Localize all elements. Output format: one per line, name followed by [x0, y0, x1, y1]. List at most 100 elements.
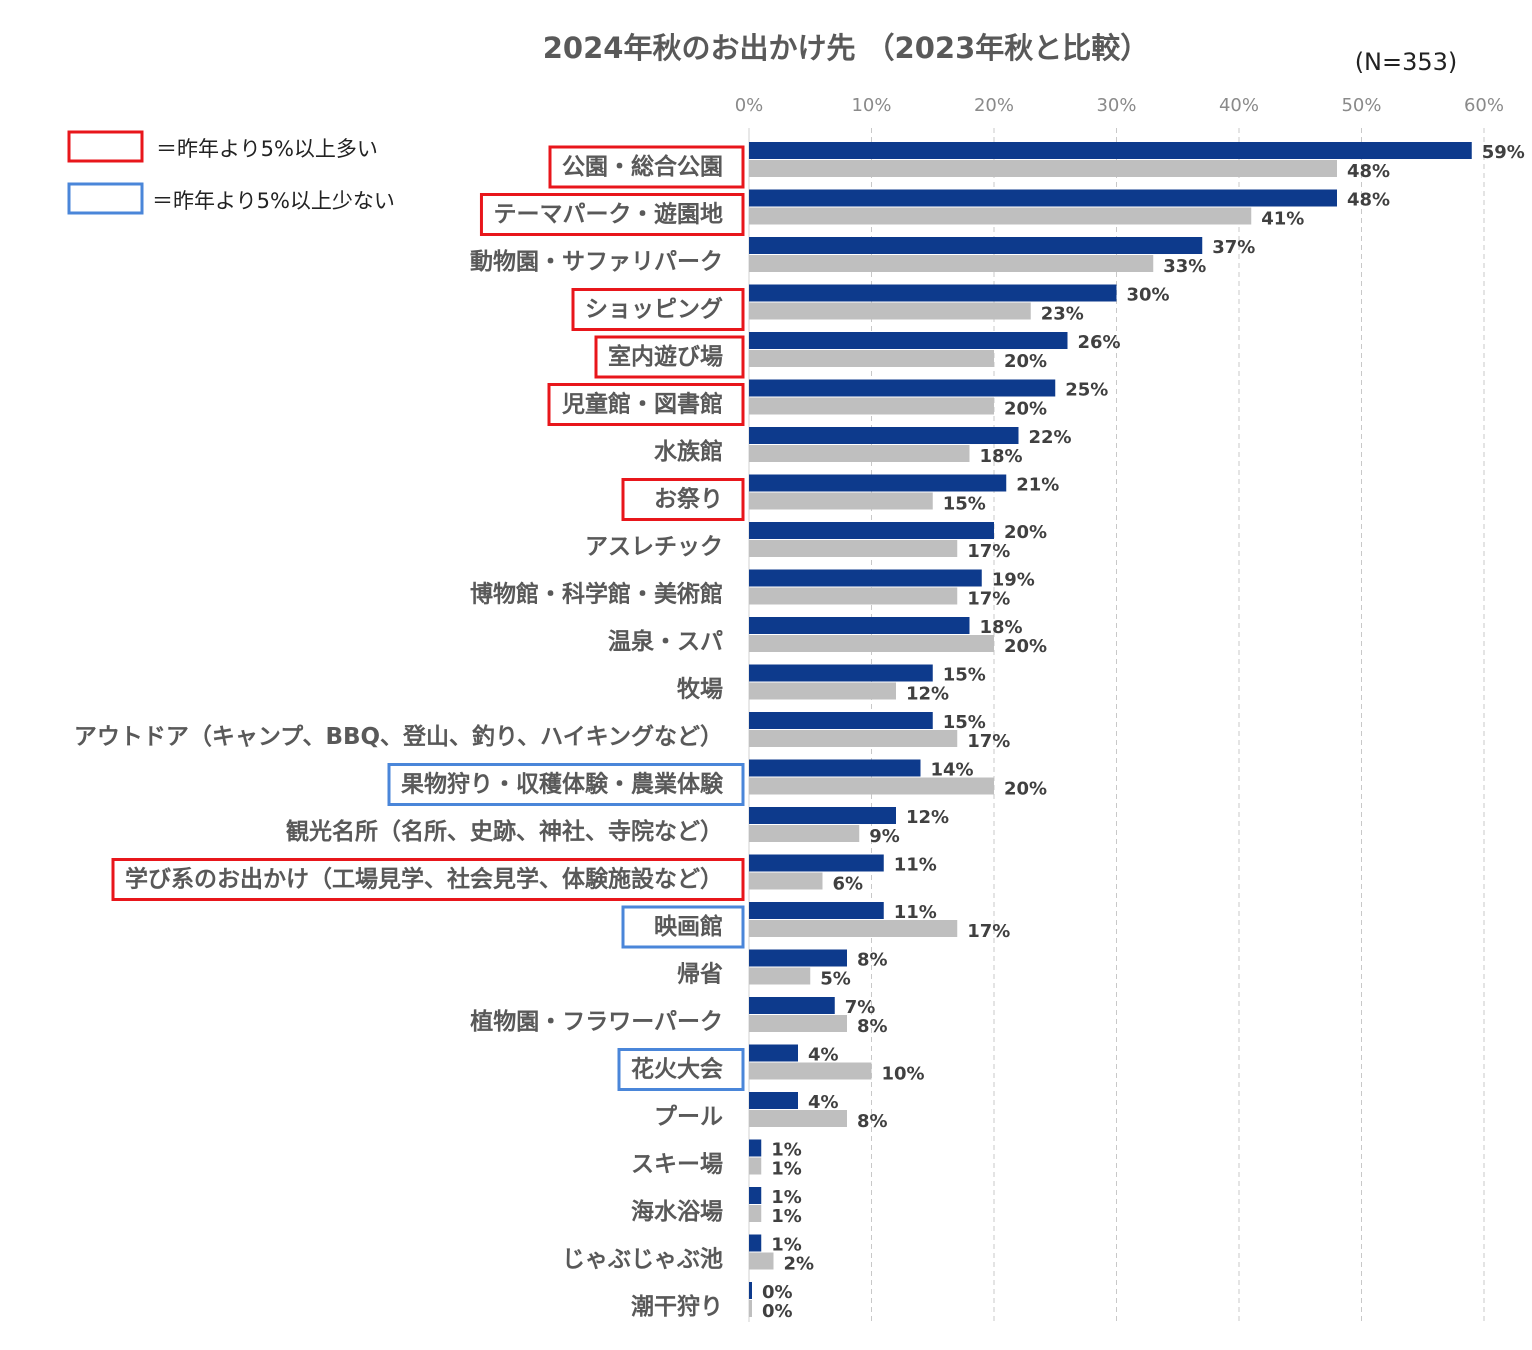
- value-label-2024: 26%: [1078, 332, 1121, 353]
- bar-2023: [749, 160, 1337, 177]
- value-label-2023: 23%: [1041, 304, 1084, 325]
- bar-2023: [749, 255, 1154, 272]
- legend-down-label: ＝昨年より5%以上少ない: [152, 189, 395, 213]
- value-label-2023: 10%: [882, 1064, 925, 1085]
- bar-2024: [749, 759, 921, 777]
- value-label-2023: 20%: [1004, 399, 1047, 420]
- bar-2023: [749, 682, 896, 700]
- value-label-2023: 0%: [762, 1301, 793, 1322]
- category-label: 花火大会: [631, 1056, 723, 1083]
- bar-2024: [749, 997, 835, 1014]
- bar-2023: [749, 1015, 847, 1032]
- category-label: 博物館・科学館・美術館: [470, 581, 723, 608]
- bar-2024: [749, 712, 933, 729]
- value-label-2024: 48%: [1347, 190, 1390, 211]
- category-label: 牧場: [677, 676, 723, 703]
- value-label-2023: 20%: [1004, 779, 1047, 800]
- bar-2023: [749, 635, 994, 652]
- value-label-2023: 8%: [857, 1016, 888, 1037]
- value-label-2024: 37%: [1212, 237, 1255, 258]
- bar-2024: [749, 807, 896, 824]
- value-label-2024: 14%: [931, 760, 974, 781]
- value-label-2024: 4%: [808, 1092, 839, 1113]
- bars: 59% 48% 48% 41% 37% 33% 30% 23% 26% 20% 25% 20% 22% 1…: [749, 142, 1525, 1322]
- bar-2024: [749, 569, 982, 587]
- bar-2023: [749, 350, 994, 367]
- value-label-2023: 17%: [967, 589, 1010, 610]
- category-label: プール: [654, 1104, 723, 1130]
- value-label-2023: 41%: [1261, 209, 1304, 230]
- value-label-2023: 8%: [857, 1111, 888, 1132]
- bar-2023: [749, 730, 958, 747]
- tick-label: 10%: [851, 95, 891, 116]
- bar-2024: [749, 237, 1203, 254]
- bar-2024: [749, 332, 1068, 349]
- tick-label: 60%: [1464, 95, 1504, 116]
- bar-2023: [749, 207, 1252, 225]
- value-label-2024: 12%: [906, 807, 949, 828]
- bar-2023: [749, 777, 994, 795]
- value-label-2024: 4%: [808, 1045, 839, 1066]
- category-label: 児童館・図書館: [561, 391, 723, 418]
- category-label: 水族館: [654, 438, 723, 465]
- bar-2024: [749, 1234, 762, 1252]
- value-label-2023: 1%: [771, 1206, 802, 1227]
- bar-2023: [749, 872, 823, 890]
- highlight-box: [547, 383, 745, 426]
- bar-2024: [749, 949, 847, 967]
- bar-2023: [749, 302, 1031, 320]
- category-label: 帰省: [677, 962, 723, 988]
- value-label-2024: 59%: [1482, 142, 1525, 163]
- bar-2023: [749, 967, 811, 985]
- tick-label: 0%: [735, 95, 764, 116]
- highlight-box: [479, 193, 745, 236]
- category-label: 映画館: [654, 913, 723, 940]
- bar-2023: [749, 1157, 762, 1175]
- bar-2023: [749, 587, 958, 605]
- category-label: アスレチック: [585, 534, 723, 560]
- category-label: お祭り: [654, 486, 723, 513]
- bar-2023: [749, 1062, 872, 1080]
- category-label: アウトドア（キャンプ、BBQ、登山、釣り、ハイキングなど）: [74, 723, 723, 750]
- category-label: スキー場: [631, 1152, 723, 1178]
- category-labels: 公園・総合公園テーマパーク・遊園地動物園・サファリパークショッピング室内遊び場児…: [74, 145, 745, 1320]
- bar-2023: [749, 1300, 752, 1317]
- bar-2024: [749, 379, 1056, 397]
- value-label-2023: 17%: [967, 731, 1010, 752]
- bar-2023: [749, 920, 958, 937]
- x-axis-ticks: 0% 10% 20% 30% 40% 50% 60%: [735, 95, 1504, 116]
- category-label: 果物狩り・収穫体験・農業体験: [401, 771, 724, 798]
- value-label-2024: 15%: [943, 712, 986, 733]
- chart-title: 2024年秋のお出かけ先 （2023年秋と比較）: [543, 31, 1150, 65]
- tick-label: 50%: [1341, 95, 1381, 116]
- category-label: 観光名所（名所、史跡、神社、寺院など）: [286, 818, 723, 845]
- value-label-2023: 12%: [906, 684, 949, 705]
- bar-2023: [749, 1110, 847, 1127]
- value-label-2024: 20%: [1004, 522, 1047, 543]
- bar-2023: [749, 492, 933, 510]
- bar-2023: [749, 1252, 774, 1270]
- category-label: 室内遊び場: [608, 343, 723, 370]
- category-label: 海水浴場: [631, 1198, 723, 1225]
- bar-2024: [749, 474, 1007, 492]
- bar-2023: [749, 1205, 762, 1222]
- highlight-box: [571, 288, 745, 331]
- legend-up-swatch: [67, 130, 144, 163]
- category-label: 温泉・スパ: [608, 628, 723, 655]
- bar-2024: [749, 427, 1019, 444]
- bar-2023: [749, 445, 970, 462]
- bar-2024: [749, 284, 1117, 302]
- bar-2024: [749, 1092, 798, 1109]
- bar-2024: [749, 1044, 798, 1062]
- value-label-2023: 6%: [833, 874, 864, 895]
- category-label: ショッピング: [585, 296, 723, 323]
- value-label-2024: 25%: [1065, 380, 1108, 401]
- bar-2023: [749, 540, 958, 557]
- legend: ＝昨年より5%以上多い ＝昨年より5%以上少ない: [67, 130, 395, 215]
- value-label-2024: 1%: [771, 1235, 802, 1256]
- value-label-2024: 11%: [894, 855, 937, 876]
- value-label-2023: 9%: [869, 826, 900, 847]
- category-label: 公園・総合公園: [562, 153, 723, 180]
- legend-down-swatch: [67, 182, 144, 215]
